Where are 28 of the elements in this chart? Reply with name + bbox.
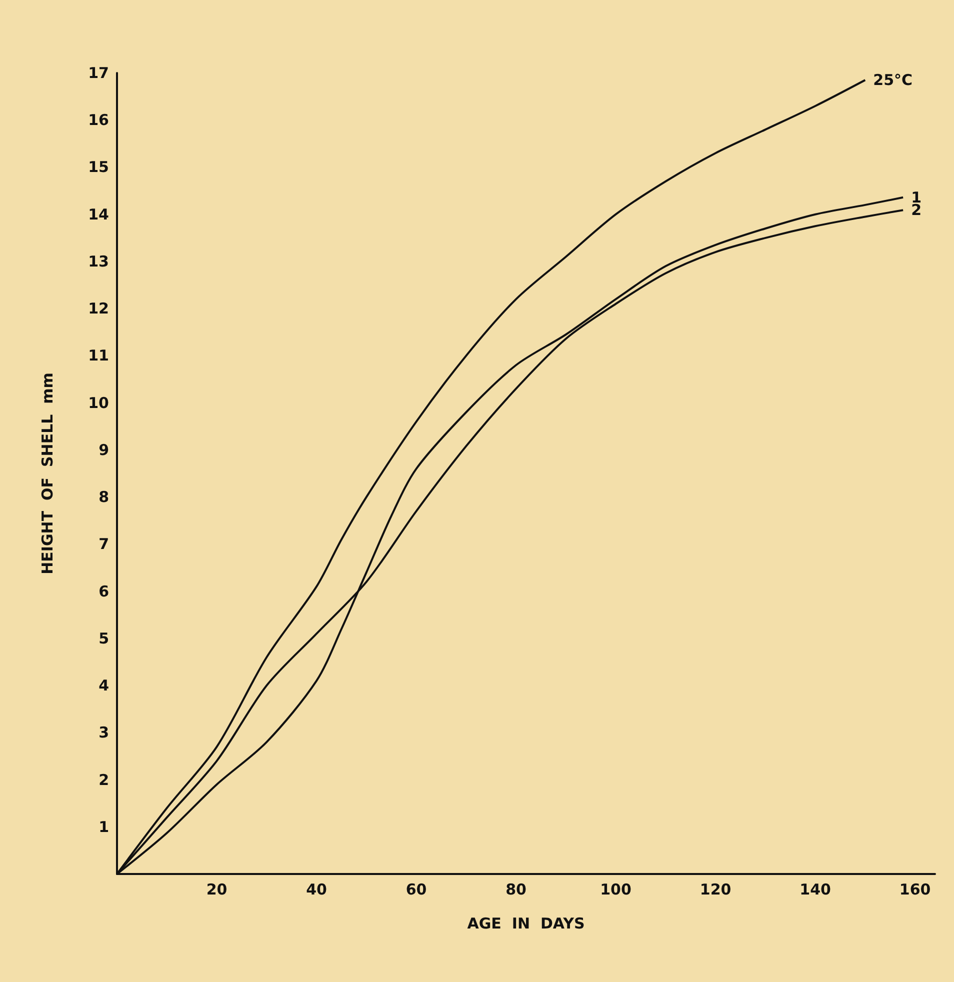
x-tick-label: 80 <box>506 880 526 898</box>
x-tick-label: 100 <box>600 880 632 898</box>
y-tick-label: 4 <box>98 676 109 695</box>
y-tick-label: 3 <box>98 724 109 742</box>
y-tick-label: 5 <box>98 629 109 648</box>
y-tick-label: 13 <box>88 252 109 270</box>
y-tick-label: 6 <box>98 582 109 600</box>
series-label: 25°C <box>873 71 913 90</box>
y-tick-label: 2 <box>98 770 109 789</box>
y-tick-label: 7 <box>98 535 109 554</box>
y-axis-title: HEIGHT OF SHELL mm <box>38 372 56 574</box>
y-tick-label: 8 <box>98 488 109 506</box>
y-tick-label: 14 <box>88 205 109 224</box>
y-tick-label: 10 <box>88 394 109 412</box>
y-tick-label: 16 <box>88 111 109 130</box>
y-tick-label: 12 <box>88 300 109 318</box>
x-tick-label: 140 <box>800 880 831 898</box>
x-tick-label: 20 <box>206 880 228 898</box>
y-tick-label: 1 <box>98 818 109 836</box>
y-tick-label: 9 <box>98 440 109 459</box>
y-tick-label: 17 <box>88 64 109 82</box>
x-tick-label: 120 <box>700 880 732 898</box>
x-axis-title: AGE IN DAYS <box>467 914 585 932</box>
y-tick-label: 11 <box>88 346 109 365</box>
x-tick-label: 40 <box>306 880 327 898</box>
x-tick-label: 60 <box>406 880 427 898</box>
x-tick-label: 160 <box>899 880 931 898</box>
y-tick-label: 15 <box>88 158 109 176</box>
